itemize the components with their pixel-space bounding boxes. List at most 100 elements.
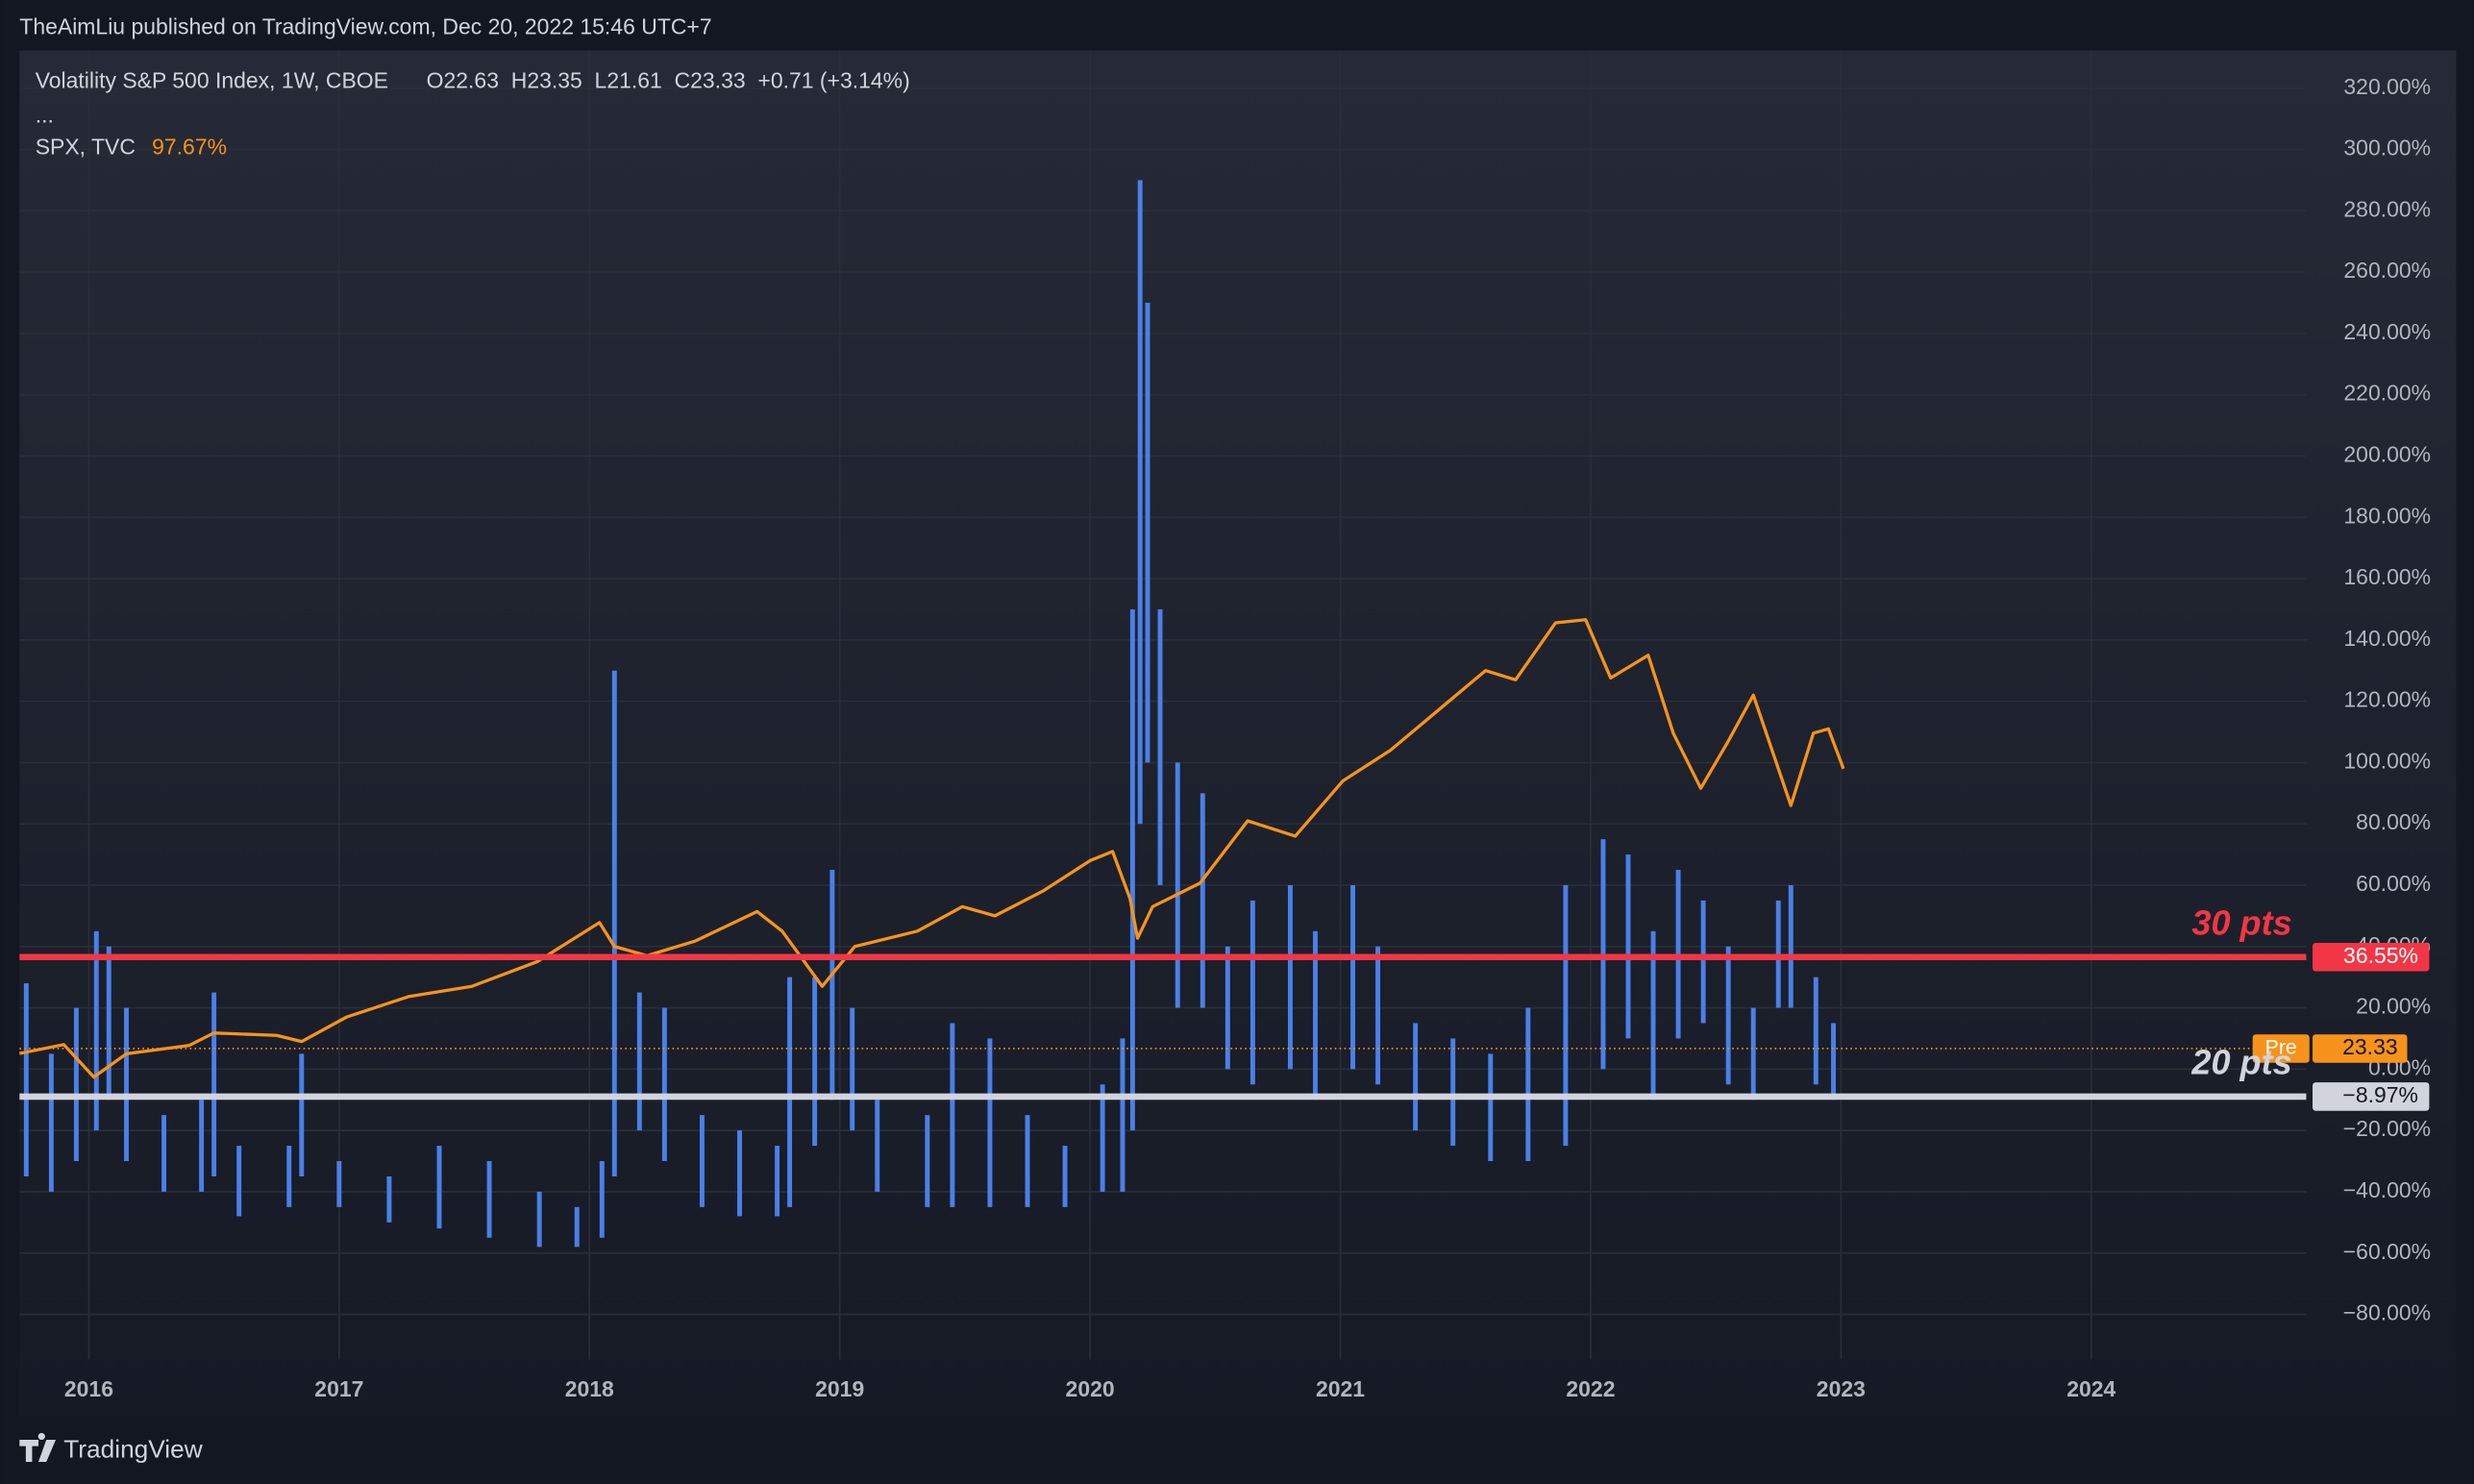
line-annotation: 30 pts: [2191, 903, 2291, 942]
range-bar: [1488, 1053, 1494, 1162]
range-bar: [486, 1161, 492, 1238]
y-tick-label: 80.00%: [2356, 809, 2431, 834]
y-tick-label: −20.00%: [2343, 1116, 2431, 1141]
range-bar: [1137, 180, 1143, 825]
logo: [19, 1432, 57, 1463]
range-bar: [1287, 884, 1293, 1070]
brand: TradingView: [63, 1434, 203, 1463]
range-bar: [987, 1038, 993, 1207]
range-bar: [875, 1100, 880, 1192]
line-label-box: [2313, 1082, 2430, 1111]
range-bar: [211, 992, 217, 1176]
range-bar: [124, 1007, 129, 1162]
range-bar: [73, 1007, 79, 1162]
range-bar: [812, 977, 818, 1147]
ohlc: O22.63 H23.35 L21.61 C23.33 +0.71 (+3.14…: [427, 67, 910, 92]
range-bar: [1725, 946, 1731, 1085]
range-bar: [1100, 1084, 1105, 1192]
range-bar: [1145, 302, 1150, 763]
y-tick-label: 320.00%: [2343, 74, 2431, 99]
x-tick-label: 2024: [2066, 1376, 2115, 1401]
range-bar: [1062, 1146, 1068, 1207]
x-tick-label: 2023: [1817, 1376, 1866, 1401]
x-tick-label: 2021: [1316, 1376, 1365, 1401]
x-tick-label: 2016: [64, 1376, 113, 1401]
range-bar: [611, 670, 617, 1176]
pre-tag: Pre: [2265, 1036, 2297, 1059]
range-bar: [161, 1115, 167, 1192]
range-bar: [1249, 900, 1255, 1085]
y-tick-label: −40.00%: [2343, 1177, 2431, 1202]
range-bar: [23, 983, 29, 1176]
x-tick-label: 2019: [815, 1376, 864, 1401]
grid: [19, 50, 2307, 1360]
overlays: 320.00% 300.00% 280.00% 260.00% 240.00% 220.0…: [19, 74, 2431, 1401]
range-bar: [950, 1023, 955, 1207]
line-annotation: 20 pts: [2190, 1043, 2291, 1082]
range-bar: [737, 1130, 742, 1217]
range-bar: [775, 1146, 780, 1217]
range-bar: [1813, 977, 1818, 1085]
y-tick-label: −60.00%: [2343, 1239, 2431, 1264]
range-bar: [829, 870, 835, 1101]
range-bar: [1120, 1038, 1126, 1192]
range-bar: [699, 1115, 705, 1207]
price-tag-box: [2313, 1034, 2408, 1063]
range-bar: [1413, 1023, 1419, 1131]
range-bar: [1225, 946, 1230, 1070]
range-bar: [925, 1115, 930, 1207]
range-bar: [1175, 762, 1180, 1008]
x-tick-label: 2018: [565, 1376, 614, 1401]
range-bar: [1831, 1023, 1837, 1101]
range-bar: [1525, 1007, 1531, 1162]
range-bar: [236, 1146, 242, 1217]
ellipsis: ...: [36, 102, 54, 127]
range-bar: [1563, 884, 1569, 1147]
line-label: −8.97%: [2342, 1082, 2418, 1107]
y-tick-label: 220.00%: [2343, 381, 2431, 406]
y-tick-label: 260.00%: [2343, 258, 2431, 283]
range-bar: [48, 1053, 54, 1192]
x-tick-label: 2022: [1566, 1376, 1615, 1401]
y-tick-label: 100.00%: [2343, 748, 2431, 773]
line-label-box: [2313, 943, 2430, 972]
spx-line: [18, 618, 1845, 1079]
compare-value: 97.67%: [152, 134, 227, 159]
range-bar: [93, 930, 99, 1131]
line-label: 36.55%: [2343, 943, 2418, 968]
y-tick-label: 280.00%: [2343, 196, 2431, 221]
y-tick-label: 20.00%: [2356, 994, 2431, 1019]
range-bar: [286, 1146, 292, 1207]
range-bar: [636, 992, 642, 1131]
y-tick-label: 240.00%: [2343, 319, 2431, 344]
y-tick-label: −80.00%: [2343, 1300, 2431, 1325]
compare-symbol: SPX, TVC: [36, 134, 136, 159]
range-bar: [199, 1100, 205, 1192]
range-bar: [661, 1007, 667, 1162]
range-bar: [1650, 930, 1656, 1101]
range-bar: [1625, 854, 1631, 1039]
series: [18, 180, 1845, 1248]
attribution: TheAimLiu published on TradingView.com, …: [19, 14, 711, 39]
range-bar: [599, 1161, 605, 1238]
range-bar: [574, 1206, 580, 1248]
range-bar: [1750, 1007, 1756, 1101]
range-bar: [1025, 1115, 1030, 1207]
y-tick-label: 160.00%: [2343, 564, 2431, 589]
y-tick-label: 200.00%: [2343, 442, 2431, 467]
plot-background: [19, 50, 2457, 1417]
range-bar: [787, 977, 793, 1207]
symbol: Volatility S&P 500 Index, 1W, CBOE: [36, 67, 388, 92]
y-tick-label: 180.00%: [2343, 503, 2431, 528]
x-tick-label: 2017: [314, 1376, 363, 1401]
range-bar: [1350, 884, 1355, 1070]
range-bar: [299, 1053, 305, 1176]
range-bar: [1313, 930, 1318, 1101]
x-tick-label: 2020: [1066, 1376, 1115, 1401]
price-tag: 23.33: [2342, 1034, 2397, 1059]
range-bar: [1450, 1038, 1456, 1147]
range-bar: [336, 1161, 342, 1207]
range-bar: [1788, 884, 1794, 1008]
